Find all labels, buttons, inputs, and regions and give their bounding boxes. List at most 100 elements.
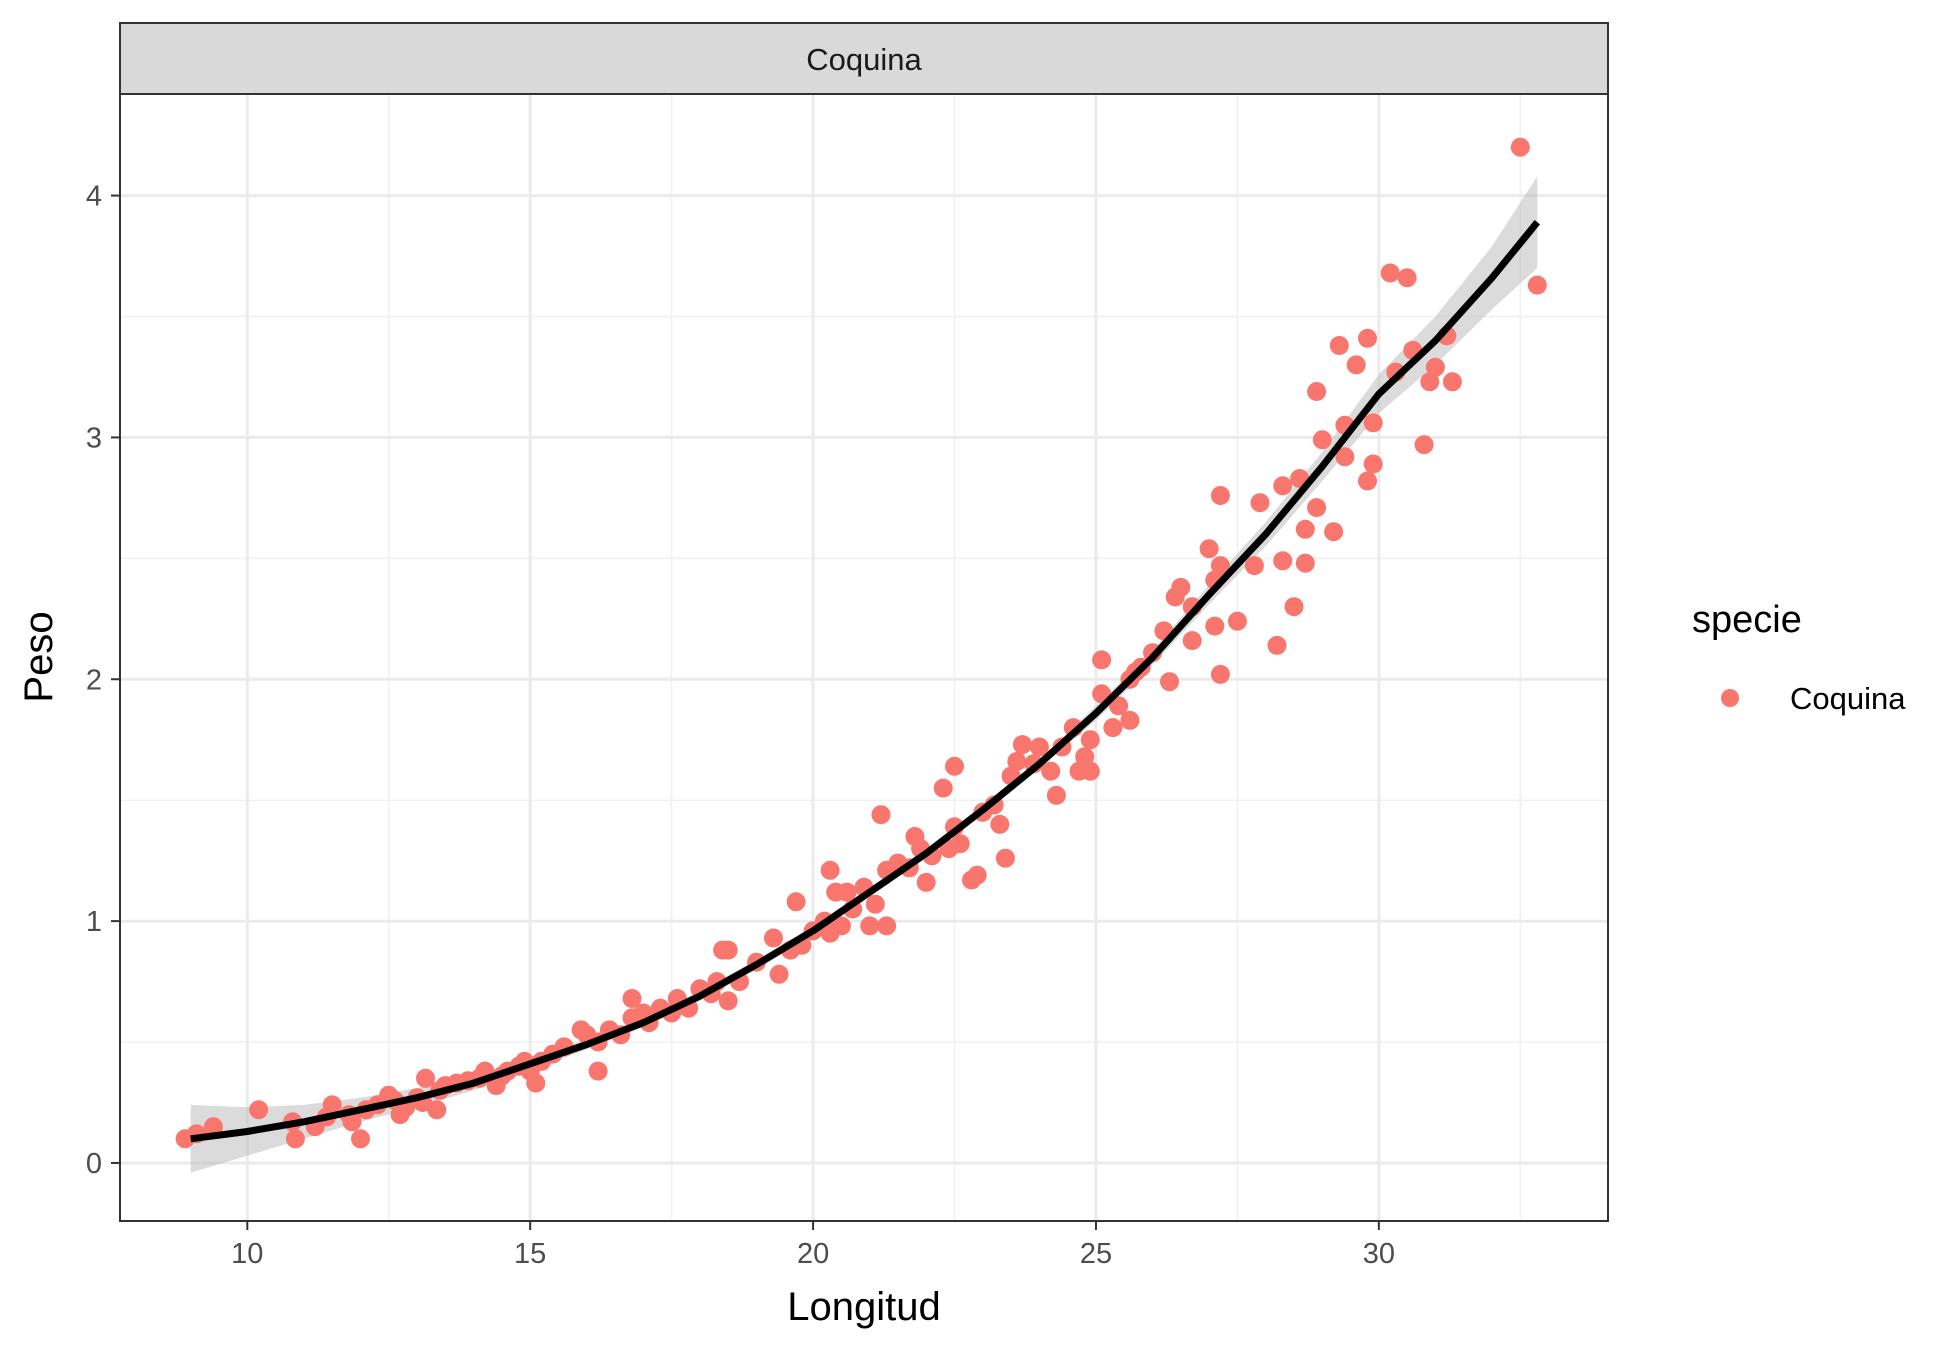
data-point bbox=[1380, 263, 1400, 283]
data-point bbox=[950, 834, 970, 854]
data-point bbox=[203, 1117, 223, 1137]
data-point bbox=[342, 1112, 362, 1132]
plot-panel-border bbox=[119, 93, 1609, 1222]
data-point bbox=[1012, 735, 1032, 755]
data-point bbox=[1329, 336, 1349, 355]
data-point bbox=[764, 928, 783, 948]
data-point bbox=[871, 805, 891, 825]
x-tick-label: 10 bbox=[231, 1238, 263, 1270]
fit-line-path bbox=[190, 219, 1541, 1143]
data-point bbox=[1284, 597, 1304, 617]
legend: specie Coquina bbox=[1692, 599, 1906, 716]
data-point bbox=[1092, 650, 1112, 670]
data-point bbox=[967, 865, 987, 885]
y-tick-label: 2 bbox=[86, 664, 102, 696]
data-point bbox=[1046, 785, 1066, 805]
x-tick-label: 20 bbox=[797, 1238, 829, 1270]
data-point bbox=[1210, 486, 1230, 505]
data-point bbox=[786, 892, 806, 912]
x-axis-title: Longitud bbox=[787, 1285, 940, 1329]
y-axis-title: Peso bbox=[17, 611, 61, 702]
data-point bbox=[831, 916, 851, 936]
data-point bbox=[860, 916, 880, 936]
data-point bbox=[877, 916, 897, 936]
legend-key bbox=[1721, 689, 1739, 707]
minor-grid bbox=[120, 94, 1608, 1221]
data-point bbox=[588, 1061, 608, 1081]
data-point bbox=[718, 991, 738, 1011]
y-axis: 0 1 2 3 4 bbox=[86, 181, 120, 1180]
data-point bbox=[1295, 519, 1315, 539]
data-point bbox=[718, 940, 738, 960]
data-point bbox=[1363, 413, 1383, 433]
data-point bbox=[1527, 275, 1547, 295]
data-point bbox=[1007, 752, 1027, 771]
x-tick-label: 30 bbox=[1363, 1238, 1395, 1270]
data-point bbox=[1250, 493, 1270, 513]
data-point bbox=[1103, 718, 1123, 738]
data-point bbox=[1210, 556, 1230, 576]
data-point bbox=[622, 989, 642, 1008]
facet-strip bbox=[119, 22, 1609, 95]
y-tick-label: 3 bbox=[86, 422, 102, 454]
data-point bbox=[351, 1129, 370, 1149]
data-point bbox=[933, 778, 953, 798]
data-point bbox=[1425, 357, 1445, 377]
plot-panel bbox=[120, 94, 1608, 1221]
data-point bbox=[1346, 355, 1366, 375]
data-point bbox=[416, 1068, 435, 1088]
data-point bbox=[1358, 328, 1377, 348]
y-tick-label: 1 bbox=[86, 906, 102, 938]
data-point bbox=[1244, 556, 1264, 576]
data-point bbox=[1182, 631, 1202, 651]
data-point bbox=[1335, 447, 1355, 467]
data-point bbox=[995, 848, 1015, 868]
data-point bbox=[837, 882, 857, 902]
data-point bbox=[916, 872, 936, 892]
data-point bbox=[1420, 372, 1440, 392]
x-tick-label: 15 bbox=[514, 1238, 546, 1270]
data-point bbox=[285, 1129, 305, 1149]
data-point bbox=[1029, 737, 1049, 757]
data-point bbox=[1075, 747, 1095, 767]
data-point bbox=[1267, 635, 1287, 655]
data-point bbox=[1109, 696, 1129, 716]
data-point bbox=[1442, 372, 1462, 392]
data-point bbox=[1358, 471, 1377, 491]
data-point bbox=[1205, 616, 1225, 636]
data-point bbox=[322, 1095, 342, 1115]
data-point bbox=[526, 1073, 546, 1093]
data-point bbox=[249, 1100, 269, 1120]
data-point bbox=[1171, 577, 1191, 597]
data-point bbox=[1041, 761, 1061, 781]
data-point bbox=[865, 894, 885, 914]
legend-label: Coquina bbox=[1790, 681, 1906, 716]
data-point bbox=[1312, 430, 1332, 450]
fit-curve bbox=[190, 219, 1541, 1143]
data-point bbox=[820, 860, 840, 880]
data-point bbox=[1397, 268, 1417, 288]
data-point bbox=[1199, 539, 1219, 559]
data-point bbox=[1080, 730, 1100, 750]
data-point bbox=[1120, 710, 1140, 730]
facet-strip-label: Coquina bbox=[806, 42, 922, 77]
data-point bbox=[945, 756, 964, 776]
data-point bbox=[427, 1100, 447, 1120]
data-point bbox=[1273, 476, 1293, 496]
data-point bbox=[1307, 382, 1327, 401]
legend-title: specie bbox=[1692, 599, 1802, 641]
data-point bbox=[769, 964, 789, 984]
data-point bbox=[990, 814, 1010, 834]
data-point bbox=[1227, 611, 1247, 631]
data-point bbox=[1363, 454, 1383, 474]
data-point bbox=[1414, 435, 1434, 455]
data-point bbox=[1307, 498, 1327, 518]
data-point bbox=[1273, 551, 1293, 571]
x-axis: 10 15 20 25 30 bbox=[231, 1221, 1395, 1270]
data-point bbox=[1510, 137, 1530, 157]
x-tick-label: 25 bbox=[1080, 1238, 1112, 1270]
data-point bbox=[1160, 672, 1179, 692]
data-point bbox=[1210, 664, 1230, 684]
data-point bbox=[1295, 553, 1315, 573]
